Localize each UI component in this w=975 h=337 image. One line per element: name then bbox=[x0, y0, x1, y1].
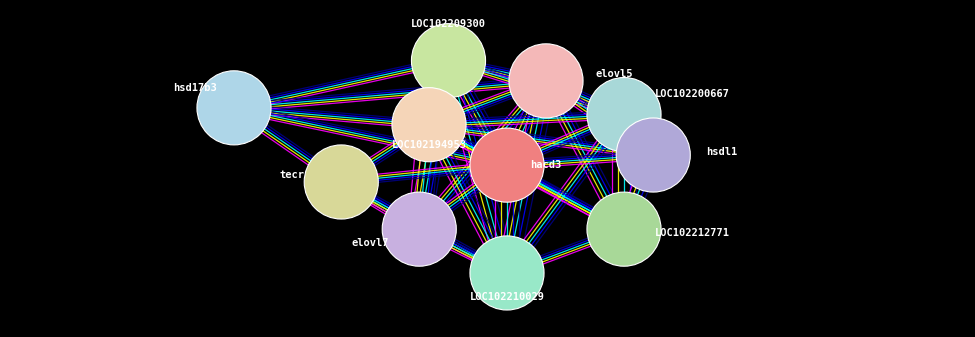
Text: hacd3: hacd3 bbox=[530, 160, 562, 170]
Text: LOC102209300: LOC102209300 bbox=[411, 19, 486, 29]
Text: LOC102200667: LOC102200667 bbox=[655, 89, 729, 99]
Ellipse shape bbox=[616, 118, 690, 192]
Text: hsdl1: hsdl1 bbox=[706, 147, 737, 157]
Text: tecr: tecr bbox=[280, 170, 305, 180]
Ellipse shape bbox=[411, 24, 486, 98]
Text: hsd17b3: hsd17b3 bbox=[174, 83, 216, 93]
Text: elovl5: elovl5 bbox=[596, 69, 633, 79]
Ellipse shape bbox=[509, 44, 583, 118]
Ellipse shape bbox=[392, 88, 466, 162]
Text: LOC102212771: LOC102212771 bbox=[655, 227, 729, 238]
Ellipse shape bbox=[587, 192, 661, 266]
Ellipse shape bbox=[382, 192, 456, 266]
Text: LOC102210029: LOC102210029 bbox=[470, 292, 544, 302]
Ellipse shape bbox=[197, 71, 271, 145]
Text: LOC102194953: LOC102194953 bbox=[392, 140, 466, 150]
Text: elovl7: elovl7 bbox=[352, 238, 389, 248]
Ellipse shape bbox=[470, 236, 544, 310]
Ellipse shape bbox=[304, 145, 378, 219]
Ellipse shape bbox=[587, 78, 661, 152]
Ellipse shape bbox=[470, 128, 544, 202]
